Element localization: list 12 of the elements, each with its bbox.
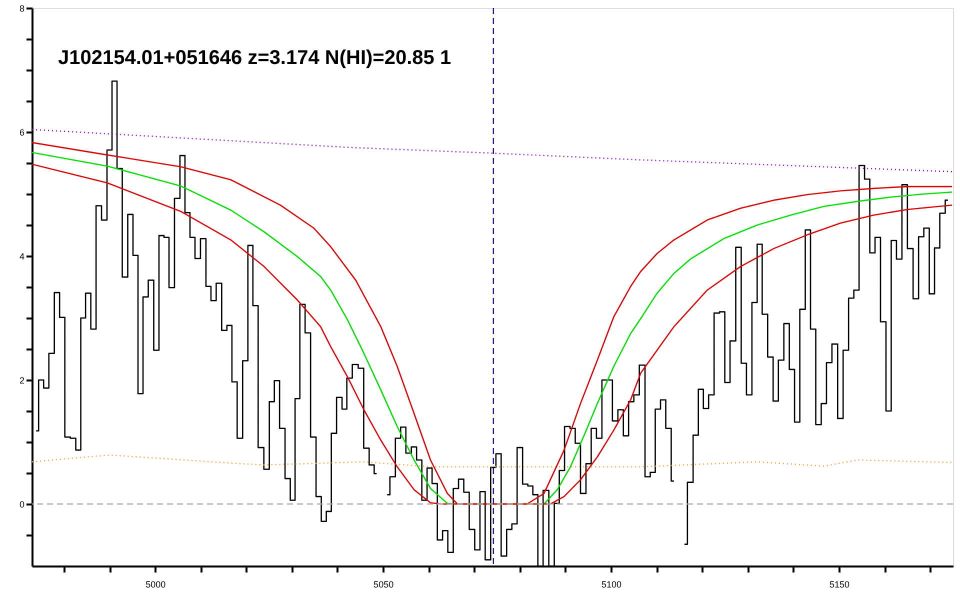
text: J102154.01+051646 z=3.174 N(HI)=20.85 1	[58, 47, 452, 69]
x-tick-label: 5000	[146, 580, 166, 590]
y-tick-label: 2	[19, 376, 24, 386]
x-tick-label: 5100	[602, 580, 622, 590]
line-series	[32, 128, 953, 172]
y-tick-label: 6	[19, 128, 24, 138]
y-tick-label: 0	[19, 500, 24, 510]
y-tick-label: 8	[19, 4, 24, 14]
x-tick-label: 5150	[830, 580, 850, 590]
line-series	[32, 454, 953, 468]
x-tick-label: 5050	[374, 580, 394, 590]
y-tick-label: 4	[19, 252, 24, 262]
